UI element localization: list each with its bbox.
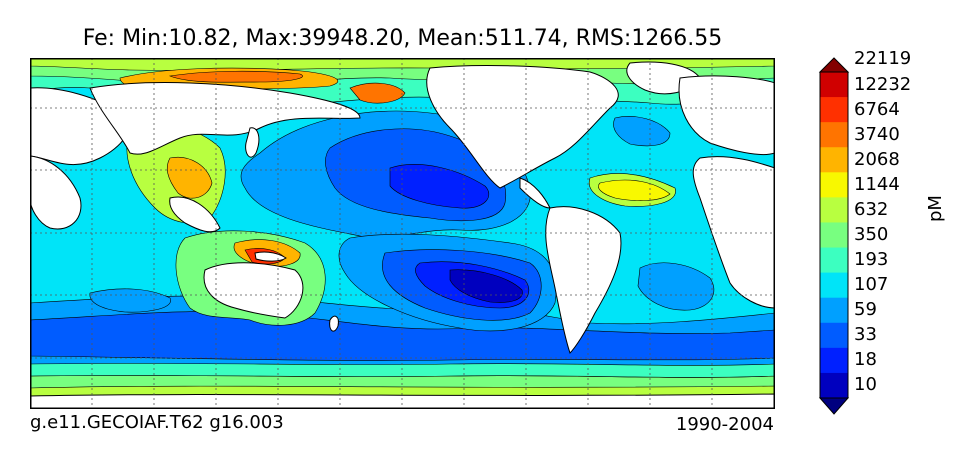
land-antarctica [30,393,775,409]
contour-59-north-atlantic [613,116,671,147]
colorbar-tick-label: 10 [854,374,877,396]
colorbar-tick-label: 350 [854,224,889,245]
colorbar-tick-label: 632 [854,198,889,220]
colorbar-tick-label: 33 [854,324,877,346]
colorbar-frame [819,71,849,399]
map-title: Fe: Min:10.82, Max:39948.20, Mean:511.74… [82,26,723,51]
land-south-america [545,206,622,354]
land-japan [245,127,260,158]
colorbar-tick-label: 1144 [854,173,900,195]
colorbar-band [820,322,848,349]
land-new-zealand [329,315,339,332]
colorbar-band [820,297,848,324]
colorbar [818,57,850,415]
contour-350-southern-margin [30,363,775,378]
colorbar-band [820,122,848,148]
colorbar-extend-min [818,397,850,415]
run-id-caption: g.e11.GECOIAF.T62 g16.003 [30,412,284,433]
colorbar-tick-label: 18 [854,349,877,371]
contour-59-south-atlantic [637,262,715,311]
colorbar-tick-label: 59 [854,299,877,321]
land-north-america [426,64,619,189]
colorbar-tick-label: 6764 [854,98,900,120]
contour-10-south-pacific [449,269,523,303]
map-frame [30,58,775,409]
colorbar-band [820,172,848,198]
colorbar-band [820,247,848,274]
colorbar-tick-label: 193 [854,249,889,271]
colorbar-band [820,197,848,223]
colorbar-band [820,147,848,173]
fe-concentration-map [30,58,775,409]
colorbar-band [820,222,848,249]
contour-6764-siberia [168,70,303,83]
contour-3740-bering [349,82,406,104]
colorbar-band [820,72,848,98]
land-africa-west [692,156,775,309]
colorbar-tick-label: 107 [854,274,889,296]
colorbar-band [820,272,848,299]
colorbar-band [820,97,848,123]
land-asia [89,82,361,155]
colorbar-band [820,372,848,399]
colorbar-unit-label: pM [925,195,946,222]
contour-2068-saharan-plume [598,179,671,201]
contour-18-north-pacific [389,164,490,209]
graticule [30,58,775,409]
colorbar-extend-max [818,57,850,73]
period-caption: 1990-2004 [675,414,774,435]
land-africa-east [30,155,82,230]
colorbar-tick-label: 12232 [854,73,912,95]
colorbar-band [820,347,848,374]
contour-3740-east-asia [166,156,213,199]
land-europe [678,75,775,156]
land-southeast-asia [169,196,221,233]
colorbar-tick-label: 2068 [854,148,900,170]
colorbar-tick-label: 3740 [854,123,900,145]
colorbar-tick-label: 22119 [854,48,912,70]
